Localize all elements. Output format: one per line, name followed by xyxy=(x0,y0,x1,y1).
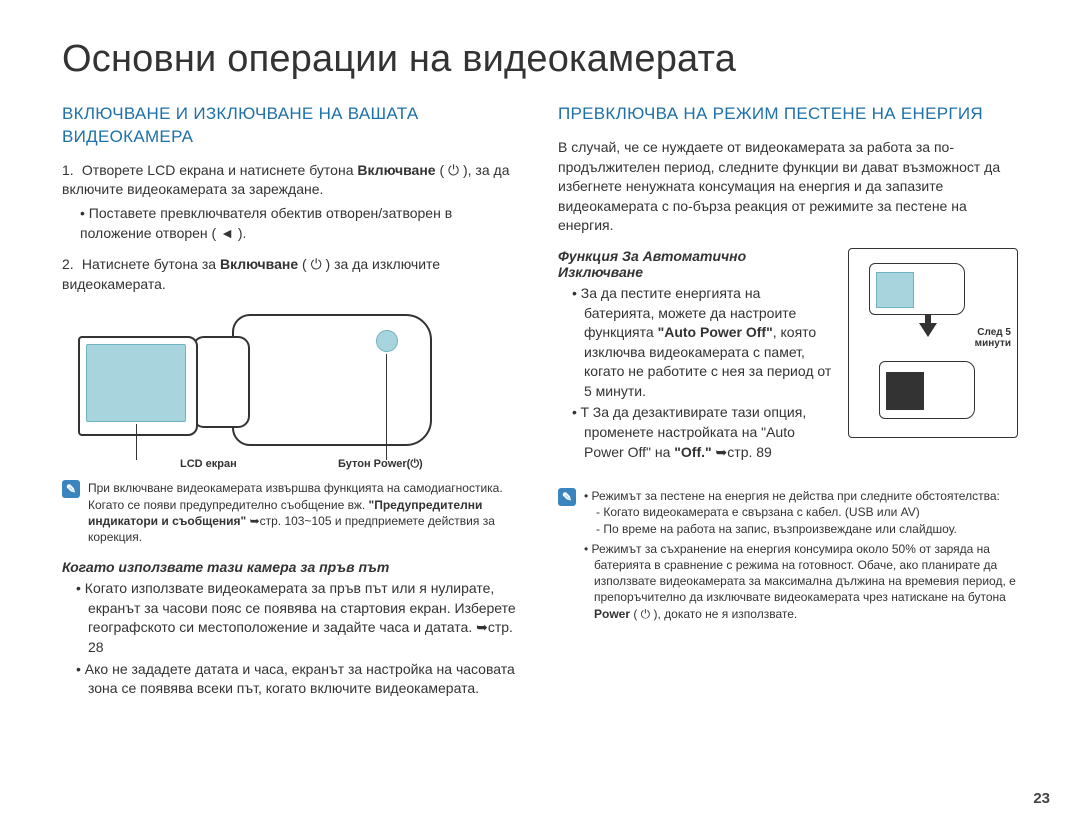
note-2-2b: ( ⏻ ), докато не я използвате. xyxy=(630,607,797,621)
page-title: Основни операции на видеокамерата xyxy=(62,38,1018,81)
note-2-2a: Режимът за съхранение на енергия консуми… xyxy=(592,542,1016,605)
first-use-item-2: Ако не зададете датата и часа, екранът з… xyxy=(76,660,522,699)
camera-on-illustration xyxy=(869,263,965,315)
auto-off-1-bold: "Auto Power Off" xyxy=(658,324,773,340)
auto-off-2-bold: "Off." xyxy=(674,444,711,460)
camera-on-screen xyxy=(876,272,914,308)
after-5-min-label: След 5 минути xyxy=(957,327,1011,349)
auto-off-item-1: За да пестите енергията на батерията, мо… xyxy=(572,284,834,402)
right-intro-paragraph: В случай, че се нуждаете от видеокамерат… xyxy=(558,138,1018,236)
arrow-down-icon xyxy=(919,323,937,337)
note-2-list: Режимът за пестене на енергия не действа… xyxy=(584,488,1018,622)
note-icon: ✎ xyxy=(62,480,80,498)
auto-off-text: Функция За Автоматично Изключване За да … xyxy=(558,248,834,464)
lcd-label: LCD екран xyxy=(180,458,237,470)
step-1-sublist: Поставете превключвателя обектив отворен… xyxy=(62,204,522,243)
steps-list: 1. Отворете LCD екрана и натиснете бутон… xyxy=(62,161,522,295)
callout-line-power xyxy=(386,354,387,460)
step-number: 2. xyxy=(62,255,78,275)
auto-off-row: Функция За Автоматично Изключване За да … xyxy=(558,248,1018,464)
manual-page: Основни операции на видеокамерата ВКЛЮЧВ… xyxy=(0,0,1080,827)
lcd-screen-highlight xyxy=(86,344,186,422)
camera-off-screen xyxy=(886,372,924,410)
note-2-item-1: Режимът за пестене на енергия не действа… xyxy=(584,488,1018,537)
two-column-layout: ВКЛЮЧВАНЕ И ИЗКЛЮЧВАНЕ НА ВАШАТА ВИДЕОКА… xyxy=(62,103,1018,701)
callout-line-lcd xyxy=(136,424,137,460)
step-2-text-a: Натиснете бутона за xyxy=(82,256,220,272)
note-box-1: ✎ При включване видеокамерата извършва ф… xyxy=(62,480,522,545)
auto-off-2b: ➥стр. 89 xyxy=(712,444,772,460)
left-section-heading: ВКЛЮЧВАНЕ И ИЗКЛЮЧВАНЕ НА ВАШАТА ВИДЕОКА… xyxy=(62,103,522,149)
camera-off-illustration xyxy=(879,361,975,419)
note-1-text: При включване видеокамерата извършва фун… xyxy=(88,480,522,545)
right-column: ПРЕВКЛЮЧВА НА РЕЖИМ ПЕСТЕНЕ НА ЕНЕРГИЯ В… xyxy=(558,103,1018,701)
step-2-bold: Включване xyxy=(220,256,298,272)
power-button-label: Бутон Power(⏻) xyxy=(338,458,423,471)
step-1: 1. Отворете LCD екрана и натиснете бутон… xyxy=(62,161,522,243)
note-box-2: ✎ Режимът за пестене на енергия не дейст… xyxy=(558,488,1018,626)
left-column: ВКЛЮЧВАНЕ И ИЗКЛЮЧВАНЕ НА ВАШАТА ВИДЕОКА… xyxy=(62,103,522,701)
page-number: 23 xyxy=(1033,790,1050,807)
camera-figure: LCD екран Бутон Power(⏻) xyxy=(62,306,522,476)
auto-off-item-2: T За да дезактивирате тази опция, промен… xyxy=(572,403,834,462)
auto-off-list: За да пестите енергията на батерията, мо… xyxy=(558,284,834,462)
step-1-text-a: Отворете LCD екрана и натиснете бутона xyxy=(82,162,358,178)
power-save-figure: След 5 минути xyxy=(848,248,1018,438)
camera-body-illustration xyxy=(232,314,432,446)
note-2-1: Режимът за пестене на енергия не действа… xyxy=(592,489,1000,503)
first-use-list: Когато използвате видеокамерата за пръв … xyxy=(62,579,522,699)
auto-off-heading: Функция За Автоматично Изключване xyxy=(558,248,834,280)
right-section-heading: ПРЕВКЛЮЧВА НА РЕЖИМ ПЕСТЕНЕ НА ЕНЕРГИЯ xyxy=(558,103,1018,126)
step-number: 1. xyxy=(62,161,78,181)
note-2-dash-list: Когато видеокамерата е свързана с кабел.… xyxy=(594,504,1018,536)
note-icon: ✎ xyxy=(558,488,576,506)
note-2-1b: По време на работа на запис, възпроизвеж… xyxy=(606,521,1018,537)
note-2-content: Режимът за пестене на енергия не действа… xyxy=(584,488,1018,626)
step-1-bold: Включване xyxy=(357,162,435,178)
note-2-1a: Когато видеокамерата е свързана с кабел.… xyxy=(606,504,1018,520)
note-2-2-bold: Power xyxy=(594,607,630,621)
step-1-sub: Поставете превключвателя обектив отворен… xyxy=(80,204,522,243)
camera-lens-illustration xyxy=(192,336,250,428)
first-use-item-1: Когато използвате видеокамерата за пръв … xyxy=(76,579,522,657)
step-2: 2. Натиснете бутона за Включване ( ⏻ ) з… xyxy=(62,255,522,294)
note-2-item-2: Режимът за съхранение на енергия консуми… xyxy=(584,541,1018,622)
first-use-heading: Когато използвате тази камера за пръв пъ… xyxy=(62,559,522,575)
